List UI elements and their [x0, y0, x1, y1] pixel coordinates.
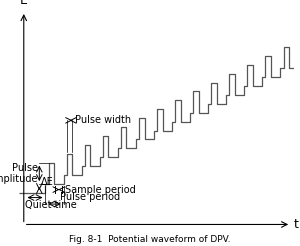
Text: E: E: [20, 0, 28, 7]
Text: Pulse
amplitude: Pulse amplitude: [0, 163, 38, 184]
Text: Quiet time: Quiet time: [25, 200, 76, 210]
Text: Fig. 8-1  Potential waveform of DPV.: Fig. 8-1 Potential waveform of DPV.: [69, 234, 231, 244]
Text: t: t: [294, 218, 299, 231]
Text: Pulse period: Pulse period: [60, 192, 120, 202]
Text: Sample period: Sample period: [64, 184, 135, 195]
Text: Pulse width: Pulse width: [75, 115, 131, 125]
Text: ΔE: ΔE: [41, 177, 53, 187]
